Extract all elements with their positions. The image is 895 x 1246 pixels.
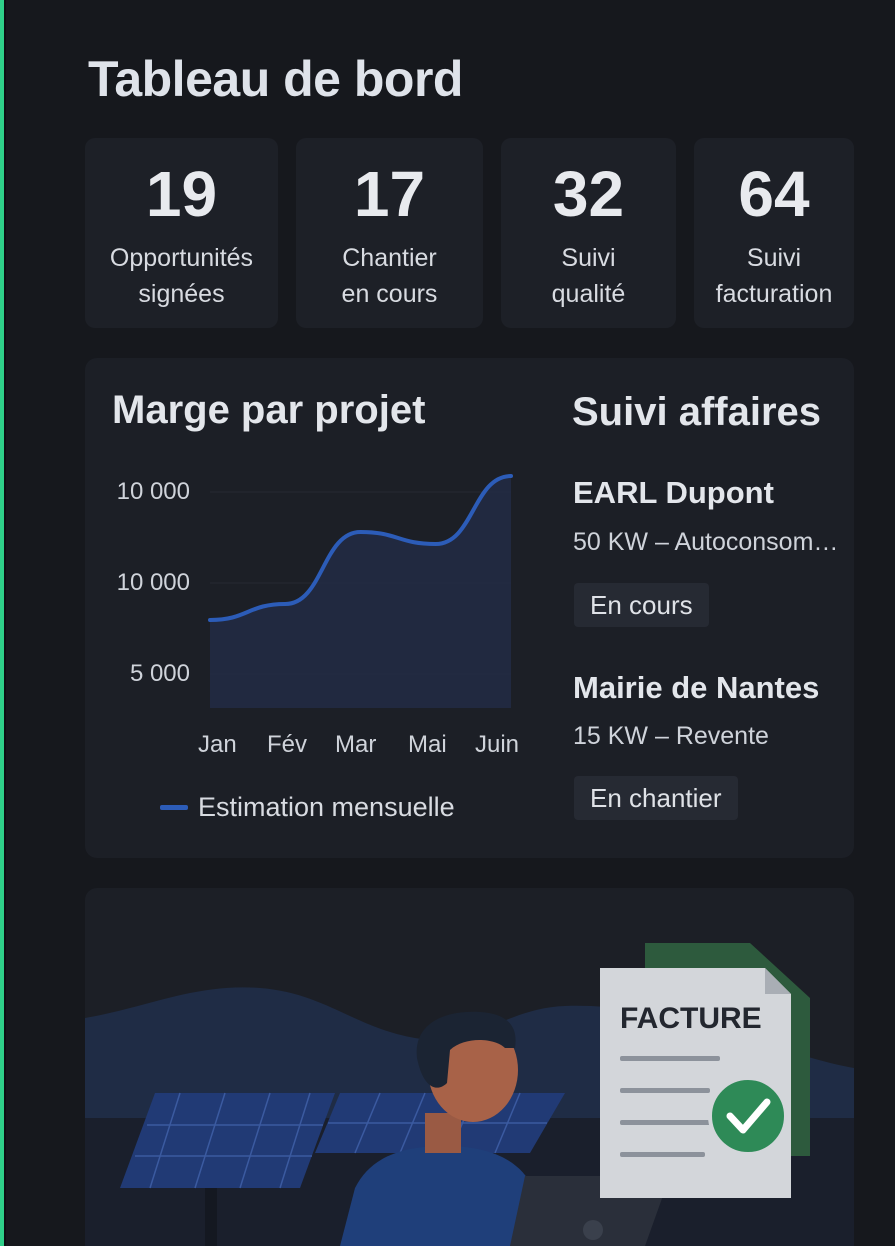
chart-point-mai xyxy=(433,541,439,547)
illustration-card: FACTURE xyxy=(85,888,854,1246)
solar-panel-icon xyxy=(120,1092,335,1246)
x-tick-label: Juin xyxy=(475,731,520,758)
stat-card-qualite[interactable]: 32 Suivi qualité xyxy=(501,138,676,328)
person-icon xyxy=(340,1011,545,1246)
accent-rail xyxy=(0,0,6,1246)
stat-card-chantier[interactable]: 17 Chantier en cours xyxy=(296,138,483,328)
y-tick-label: 5 000 xyxy=(129,660,190,687)
deal-name[interactable]: EARL Dupont xyxy=(573,475,774,510)
y-tick-label: 10 000 xyxy=(116,569,190,596)
x-tick-label: Jan xyxy=(198,731,237,758)
deals-title: Suivi affaires xyxy=(572,390,822,434)
deal-description: 50 KW – Autoconsommation xyxy=(573,528,848,556)
deal-description: 15 KW – Revente xyxy=(573,722,769,750)
stat-label: Opportunités signées xyxy=(109,244,254,308)
chart-legend[interactable]: Estimation mensuelle xyxy=(160,792,455,823)
x-tick-label: Fév xyxy=(267,731,308,758)
stat-label: Chantier en cours xyxy=(341,244,438,308)
y-tick-label: 10 000 xyxy=(116,478,190,505)
chart-point-mar xyxy=(358,529,364,535)
stat-label: Suivi qualité xyxy=(551,244,626,308)
chart-point-juin xyxy=(508,473,514,479)
stat-label: Suivi facturation xyxy=(715,244,833,308)
x-tick-label: Mar xyxy=(335,731,377,758)
chart-series-line xyxy=(208,474,513,622)
deal-status-badge: En cours xyxy=(574,583,709,627)
solar-invoice-illustration: FACTURE xyxy=(85,943,854,1246)
chart-area xyxy=(210,476,511,708)
legend-label: Estimation mensuelle xyxy=(198,792,455,822)
check-icon xyxy=(708,1076,788,1156)
invoice-icon: FACTURE xyxy=(600,943,810,1198)
stat-value: 17 xyxy=(353,158,426,230)
chart-point-fév xyxy=(282,601,288,607)
stat-value: 64 xyxy=(738,158,810,230)
legend-swatch xyxy=(160,805,188,810)
deal-status-badge: En chantier xyxy=(574,776,738,820)
stat-card-opportunites[interactable]: 19 Opportunités signées xyxy=(85,138,278,328)
chart-point-jan xyxy=(207,617,213,623)
invoice-title: FACTURE xyxy=(620,1002,762,1035)
x-tick-label: Mai xyxy=(408,731,447,758)
stat-value: 32 xyxy=(552,158,625,230)
chart-title: Marge par projet xyxy=(112,388,426,432)
stat-value: 19 xyxy=(145,158,218,230)
stat-card-facturation[interactable]: 64 Suivi facturation xyxy=(694,138,854,328)
deal-name[interactable]: Mairie de Nantes xyxy=(573,670,820,705)
page-title: Tableau de bord xyxy=(88,51,463,107)
